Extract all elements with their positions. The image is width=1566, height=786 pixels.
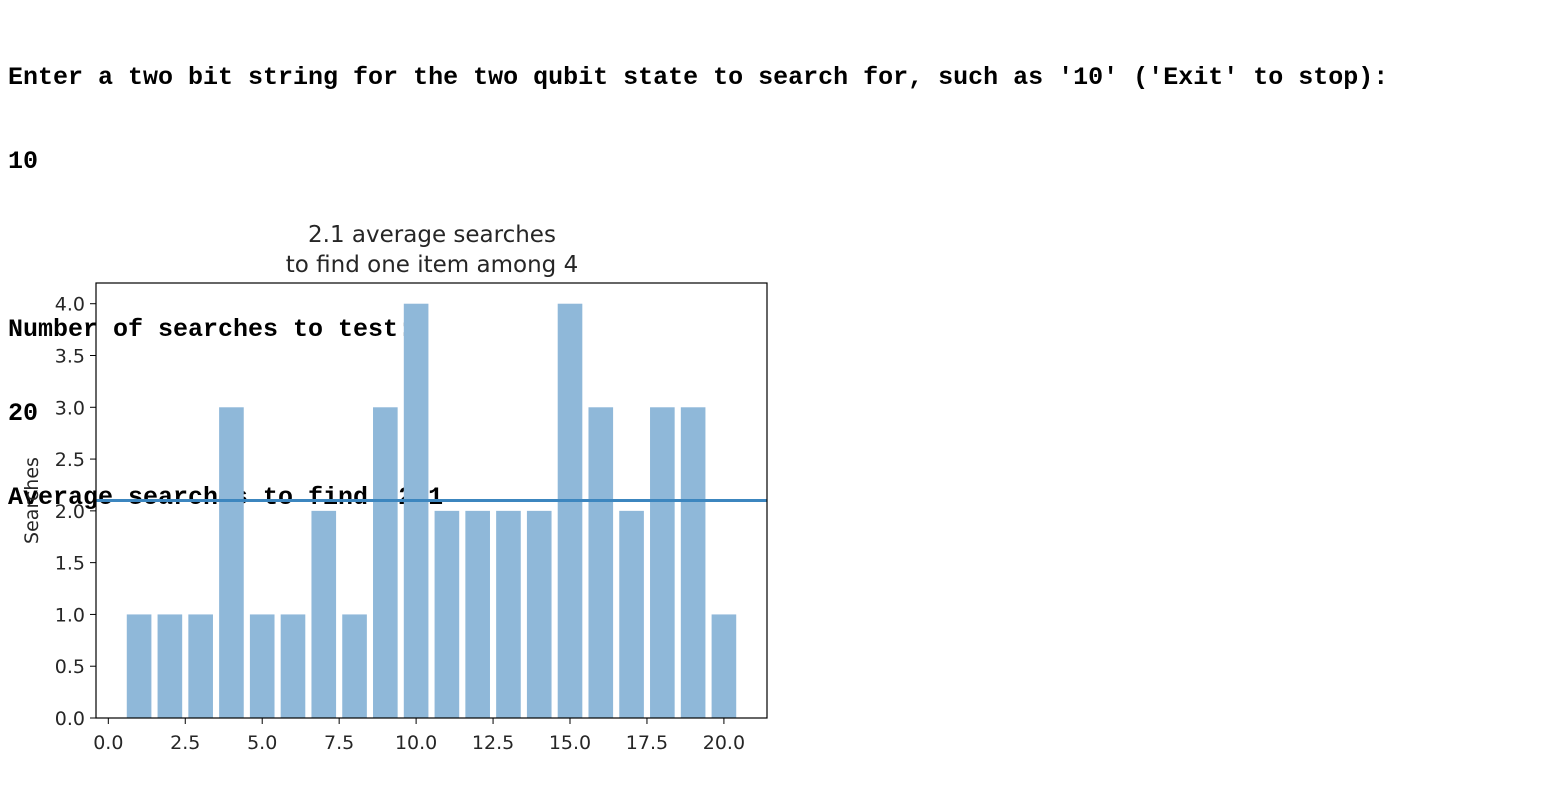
bar-16 — [588, 407, 614, 718]
y-axis-ticks: 0.0 0.5 1.0 1.5 2.0 2.5 3.0 3.5 4.0 — [55, 294, 96, 730]
x-tick-label: 15.0 — [549, 732, 591, 754]
bar-19 — [680, 407, 706, 718]
bar-7 — [311, 510, 337, 718]
x-tick-label: 7.5 — [324, 732, 354, 754]
bar-3 — [188, 614, 213, 718]
y-tick-label: 3.0 — [55, 397, 85, 419]
console-input-bits: 10 — [8, 147, 39, 176]
bar-5 — [249, 614, 275, 718]
bar-1 — [126, 614, 152, 718]
x-tick-label: 2.5 — [170, 732, 200, 754]
chart-title-line-2: to find one item among 4 — [286, 252, 578, 278]
chart-title: 2.1 average searches to find one item am… — [286, 222, 578, 278]
x-tick-label: 17.5 — [626, 732, 668, 754]
y-tick-label: 0.5 — [55, 656, 85, 678]
y-tick-label: 1.0 — [55, 604, 85, 626]
y-tick-label: 2.5 — [55, 449, 85, 471]
bar-20 — [711, 614, 737, 718]
y-tick-label: 2.0 — [55, 501, 85, 523]
bar-8 — [342, 614, 367, 718]
y-axis-label: Searches — [21, 457, 43, 544]
x-tick-label: 5.0 — [247, 732, 277, 754]
console-searches-input: 20 — [8, 399, 39, 428]
bar-6 — [280, 614, 306, 718]
bar-10 — [403, 303, 429, 718]
bar-17 — [619, 510, 644, 718]
x-axis-ticks: 0.0 2.5 5.0 7.5 10.0 12.5 15.0 17.5 20.0 — [93, 718, 745, 754]
x-tick-label: 0.0 — [93, 732, 123, 754]
bar-12 — [465, 510, 490, 718]
bars-group — [126, 303, 737, 718]
y-tick-label: 3.5 — [55, 346, 85, 368]
y-tick-label: 1.5 — [55, 553, 85, 575]
y-tick-label: 4.0 — [55, 294, 85, 316]
x-tick-label: 20.0 — [703, 732, 745, 754]
console-prompt-line: Enter a two bit string for the two qubit… — [8, 63, 1389, 92]
x-tick-label: 12.5 — [472, 732, 514, 754]
chart-title-line-1: 2.1 average searches — [308, 222, 556, 248]
console-searches-prompt: Number of searches to test: — [8, 315, 414, 344]
console-output: Enter a two bit string for the two qubit… — [8, 8, 1388, 540]
bar-18 — [650, 407, 675, 718]
searches-bar-chart: 2.1 average searches to find one item am… — [21, 222, 768, 754]
bar-9 — [373, 407, 398, 718]
x-tick-label: 10.0 — [395, 732, 437, 754]
bar-11 — [434, 510, 460, 718]
bar-15 — [557, 303, 583, 718]
y-tick-label: 0.0 — [55, 708, 85, 730]
bar-14 — [526, 510, 552, 718]
bar-2 — [157, 614, 183, 718]
bar-4 — [219, 407, 244, 718]
bar-13 — [496, 510, 521, 718]
plot-frame — [95, 282, 768, 719]
